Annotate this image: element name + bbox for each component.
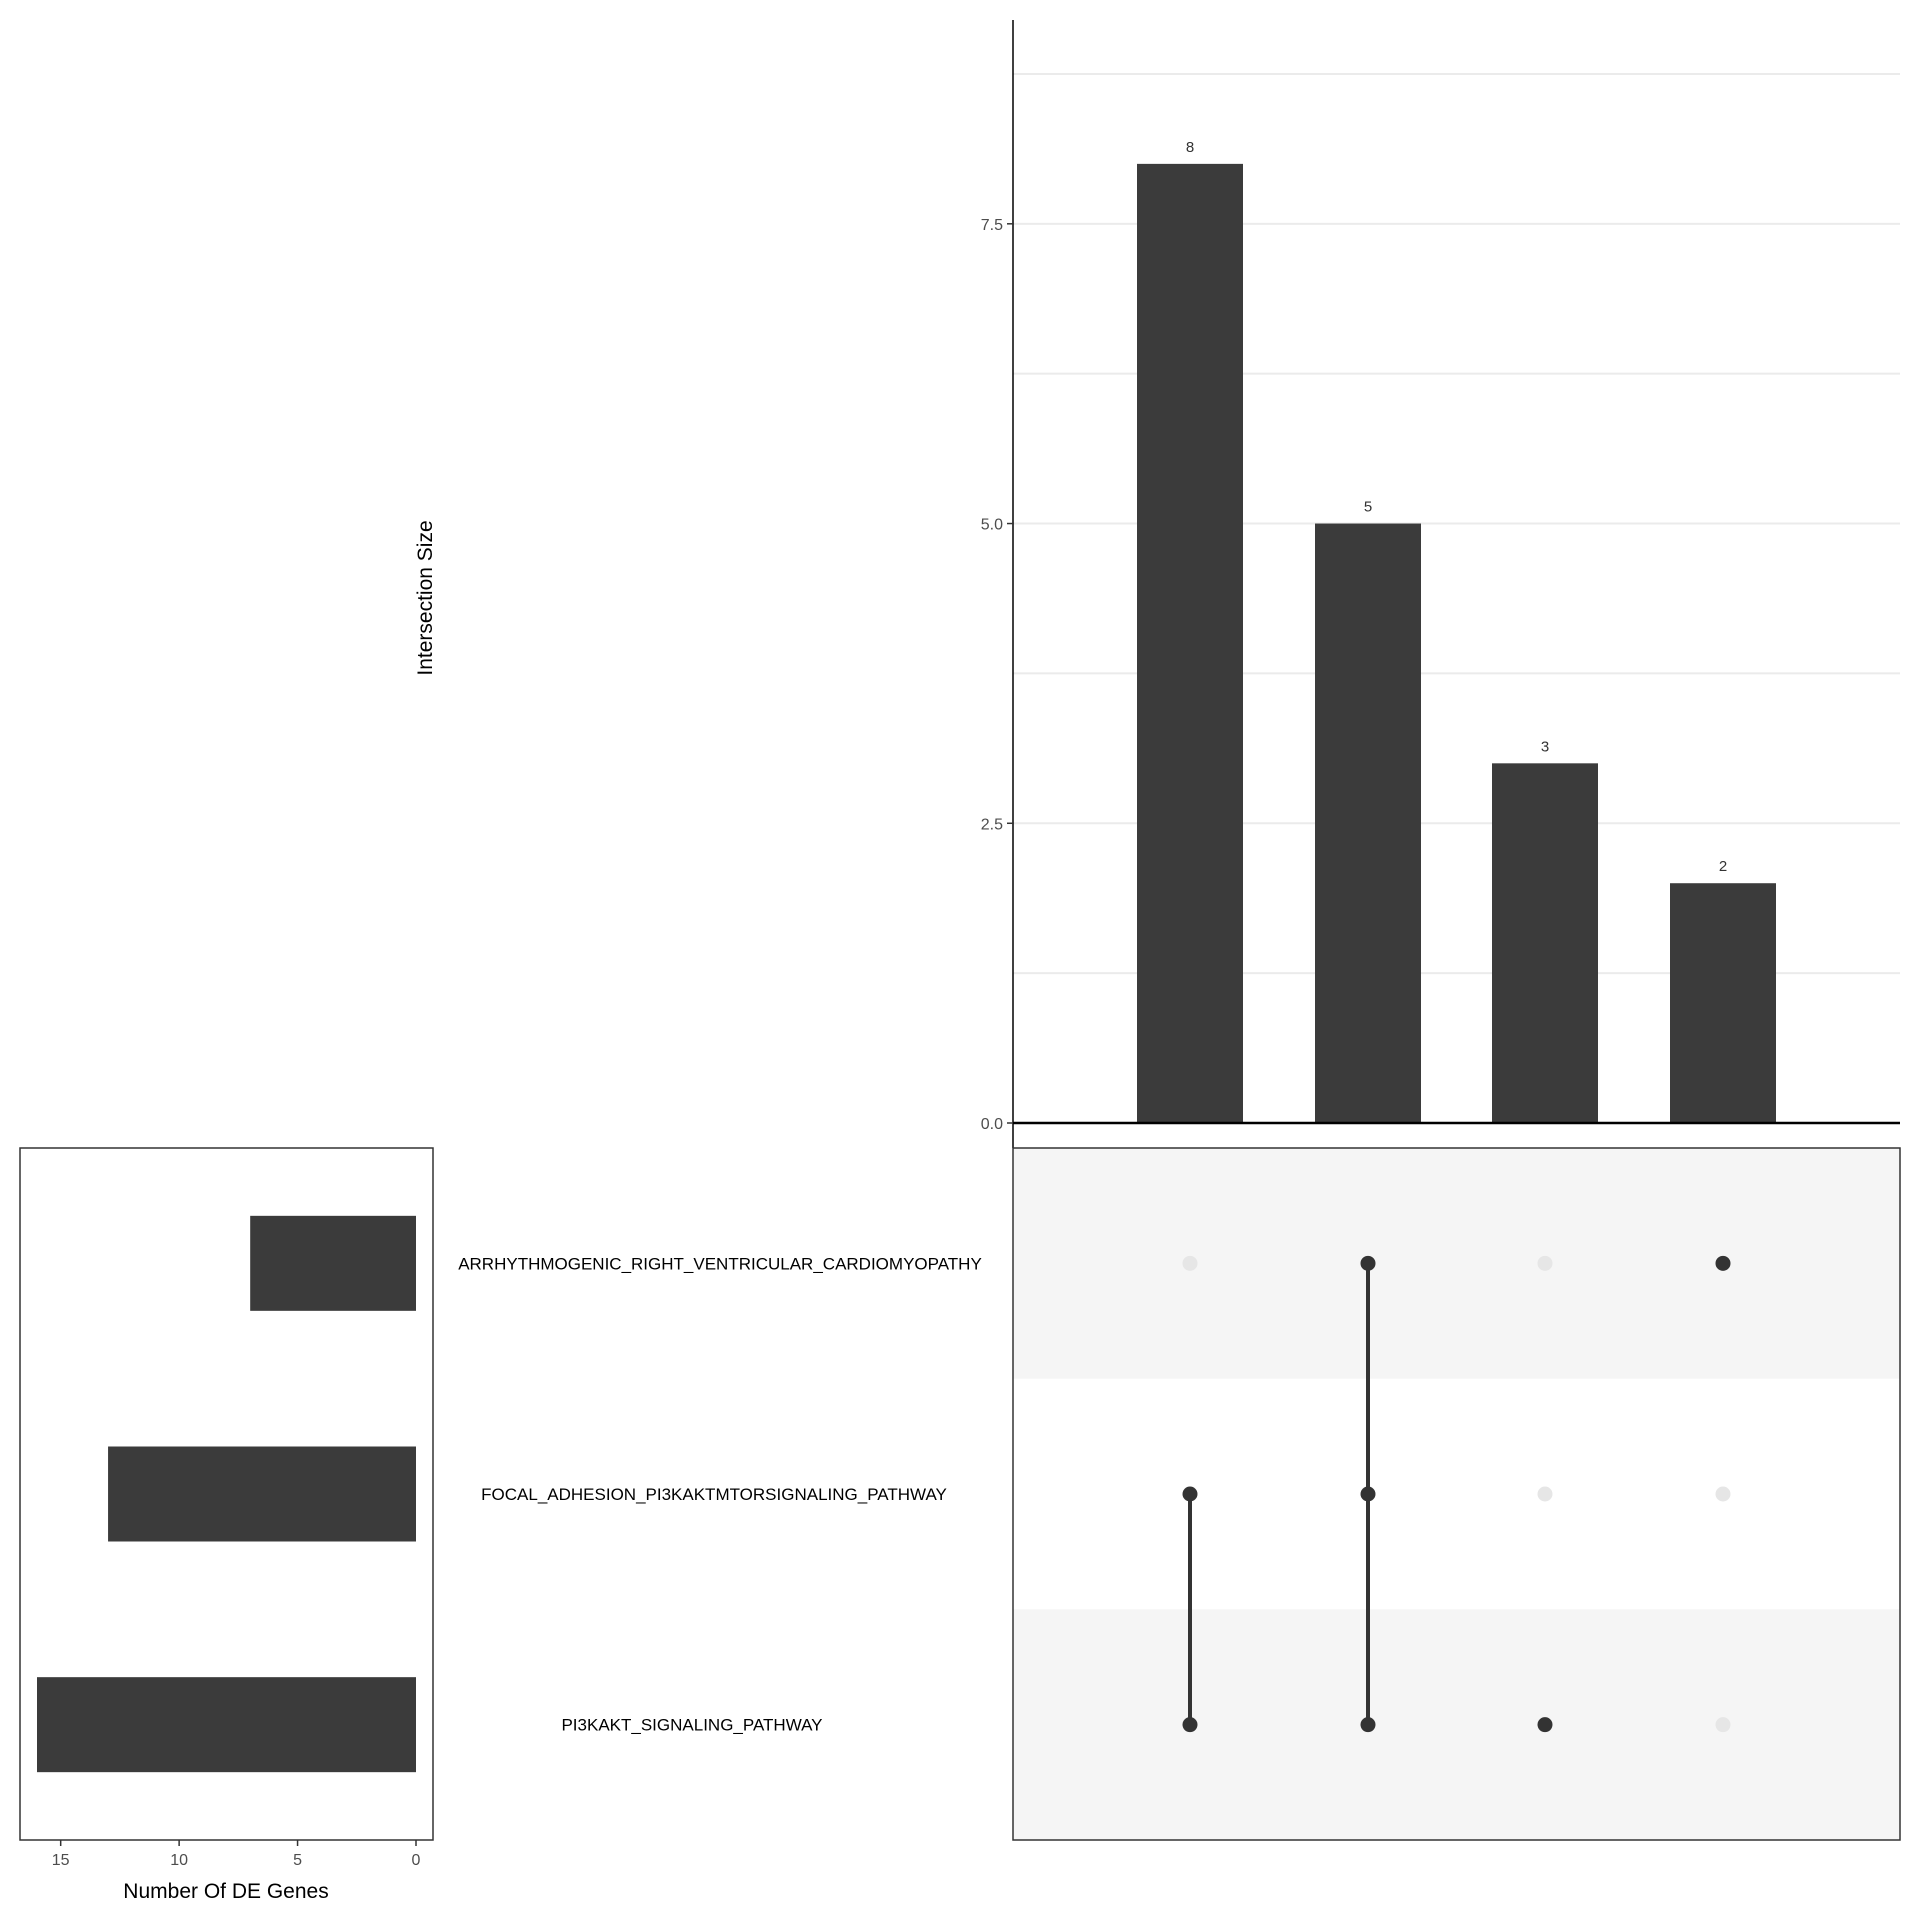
bar-value-label: 3 — [1541, 738, 1549, 755]
x-tick-label: 10 — [170, 1852, 188, 1869]
set-name-label: FOCAL_ADHESION_PI3KAKTMTORSIGNALING_PATH… — [481, 1485, 947, 1504]
intersection-bar — [1492, 763, 1598, 1123]
intersection-bar — [1670, 883, 1776, 1123]
y-axis-title: Intersection Size — [414, 520, 437, 675]
membership-dot-inactive — [1715, 1717, 1731, 1733]
y-tick-label: 0.0 — [981, 1116, 1003, 1133]
bar-value-label: 8 — [1186, 139, 1194, 156]
matrix-row-stripe — [1013, 1609, 1900, 1840]
membership-dot-active — [1182, 1717, 1198, 1733]
intersection-bar — [1315, 523, 1421, 1123]
set-size-bar — [108, 1446, 416, 1542]
bar-value-label: 2 — [1719, 858, 1727, 875]
set-size-bar — [250, 1215, 416, 1311]
x-tick-label: 15 — [52, 1852, 70, 1869]
set-name-label: ARRHYTHMOGENIC_RIGHT_VENTRICULAR_CARDIOM… — [458, 1254, 982, 1273]
set-labels: ARRHYTHMOGENIC_RIGHT_VENTRICULAR_CARDIOM… — [458, 1254, 982, 1734]
matrix-stripes — [1013, 1148, 1900, 1840]
membership-dot-inactive — [1537, 1486, 1553, 1502]
x-axis-title: Number Of DE Genes — [123, 1880, 328, 1903]
intersection-bars: 8 5 3 2 — [1137, 139, 1776, 1123]
membership-dot-active — [1360, 1717, 1376, 1733]
membership-dot-inactive — [1182, 1255, 1198, 1271]
membership-dot-active — [1537, 1717, 1553, 1733]
set-name-label: PI3KAKT_SIGNALING_PATHWAY — [561, 1716, 822, 1735]
membership-dot-active — [1360, 1486, 1376, 1502]
x-tick-label: 5 — [293, 1852, 302, 1869]
membership-dot-inactive — [1537, 1255, 1553, 1271]
membership-dot-active — [1182, 1486, 1198, 1502]
bar-value-label: 5 — [1364, 499, 1372, 516]
y-tick-label: 5.0 — [981, 517, 1003, 534]
membership-dot-active — [1360, 1255, 1376, 1271]
set-size-bars: 15 10 5 0 — [19, 1147, 434, 1869]
membership-dot-inactive — [1715, 1486, 1731, 1502]
set-size-bar — [37, 1677, 416, 1773]
y-tick-label: 7.5 — [981, 217, 1003, 234]
axes: 0.0 2.5 5.0 7.5 — [981, 20, 1901, 1841]
membership-dot-active — [1715, 1255, 1731, 1271]
y-tick-label: 2.5 — [981, 816, 1003, 833]
membership-matrix — [1182, 1255, 1731, 1733]
matrix-border — [1012, 1147, 1901, 1841]
matrix-row-stripe — [1013, 1148, 1900, 1379]
set-size-panel-border — [19, 1147, 434, 1841]
intersection-bar — [1137, 163, 1243, 1123]
x-tick-label: 0 — [412, 1852, 421, 1869]
